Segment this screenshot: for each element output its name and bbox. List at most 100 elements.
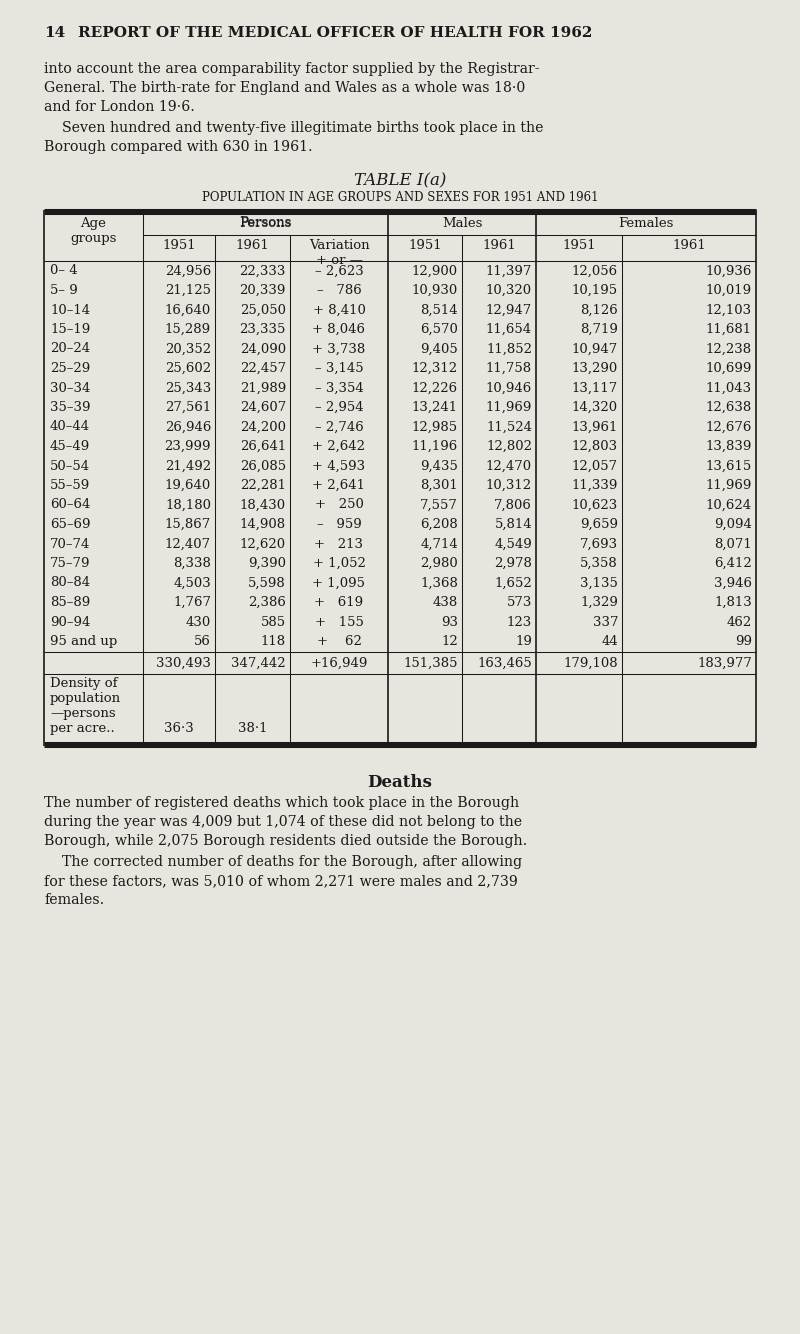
Text: 12,900: 12,900: [412, 264, 458, 277]
Text: 8,514: 8,514: [420, 304, 458, 316]
Text: 12,056: 12,056: [572, 264, 618, 277]
Text: 3,946: 3,946: [714, 576, 752, 590]
Text: 10,946: 10,946: [486, 382, 532, 395]
Text: The corrected number of deaths for the Borough, after allowing: The corrected number of deaths for the B…: [44, 855, 522, 868]
Text: 25,343: 25,343: [165, 382, 211, 395]
Text: 65–69: 65–69: [50, 518, 90, 531]
Text: 8,301: 8,301: [420, 479, 458, 492]
Text: 5,814: 5,814: [494, 518, 532, 531]
Text: 30–34: 30–34: [50, 382, 90, 395]
Text: –   959: – 959: [317, 518, 362, 531]
Text: 4,549: 4,549: [494, 538, 532, 551]
Text: Density of: Density of: [50, 676, 118, 690]
Text: 85–89: 85–89: [50, 596, 90, 610]
Text: 10,195: 10,195: [572, 284, 618, 297]
Text: – 2,954: – 2,954: [314, 402, 363, 414]
Text: – 3,145: – 3,145: [314, 362, 363, 375]
Text: 20–24: 20–24: [50, 343, 90, 355]
Text: + 4,593: + 4,593: [313, 459, 366, 472]
Text: 24,200: 24,200: [240, 420, 286, 434]
Text: 8,126: 8,126: [580, 304, 618, 316]
Text: 10,930: 10,930: [412, 284, 458, 297]
Text: 11,852: 11,852: [486, 343, 532, 355]
Text: Deaths: Deaths: [367, 774, 433, 791]
Text: 8,338: 8,338: [173, 558, 211, 570]
Text: population: population: [50, 692, 121, 704]
Text: The number of registered deaths which took place in the Borough: The number of registered deaths which to…: [44, 796, 519, 810]
Text: 24,956: 24,956: [165, 264, 211, 277]
Text: 438: 438: [433, 596, 458, 610]
Text: + 8,046: + 8,046: [313, 323, 366, 336]
Text: 1951: 1951: [162, 239, 196, 252]
Text: 12,226: 12,226: [412, 382, 458, 395]
Text: 90–94: 90–94: [50, 615, 90, 628]
Text: 12,057: 12,057: [572, 459, 618, 472]
Text: 1,767: 1,767: [173, 596, 211, 610]
Text: 11,969: 11,969: [706, 479, 752, 492]
Text: 4,503: 4,503: [174, 576, 211, 590]
Text: 13,241: 13,241: [412, 402, 458, 414]
Text: + 3,738: + 3,738: [312, 343, 366, 355]
Text: 14,320: 14,320: [572, 402, 618, 414]
Text: 10,019: 10,019: [706, 284, 752, 297]
Text: 5,598: 5,598: [248, 576, 286, 590]
Text: 1961: 1961: [236, 239, 270, 252]
Text: Persons: Persons: [239, 216, 292, 229]
Text: 22,457: 22,457: [240, 362, 286, 375]
Text: 24,607: 24,607: [240, 402, 286, 414]
Text: 18,180: 18,180: [165, 499, 211, 511]
Text: 1951: 1951: [408, 239, 442, 252]
Text: 11,339: 11,339: [572, 479, 618, 492]
Text: and for London 19·6.: and for London 19·6.: [44, 100, 195, 113]
Text: 25,602: 25,602: [165, 362, 211, 375]
Text: 36·3: 36·3: [164, 722, 194, 735]
Text: 13,961: 13,961: [572, 420, 618, 434]
Text: 26,085: 26,085: [240, 459, 286, 472]
Text: 16,640: 16,640: [165, 304, 211, 316]
Text: 35–39: 35–39: [50, 402, 90, 414]
Text: 60–64: 60–64: [50, 499, 90, 511]
Text: 13,290: 13,290: [572, 362, 618, 375]
Text: 10,312: 10,312: [486, 479, 532, 492]
Text: 430: 430: [186, 615, 211, 628]
Text: TABLE I(a): TABLE I(a): [354, 172, 446, 189]
Text: 7,806: 7,806: [494, 499, 532, 511]
Text: 45–49: 45–49: [50, 440, 90, 454]
Text: 0– 4: 0– 4: [50, 264, 78, 277]
Text: 10,320: 10,320: [486, 284, 532, 297]
Text: 12,676: 12,676: [706, 420, 752, 434]
Text: 80–84: 80–84: [50, 576, 90, 590]
Text: 1,813: 1,813: [714, 596, 752, 610]
Text: 1961: 1961: [672, 239, 706, 252]
Text: 11,043: 11,043: [706, 382, 752, 395]
Text: – 3,354: – 3,354: [314, 382, 363, 395]
Text: 20,352: 20,352: [165, 343, 211, 355]
Text: 2,386: 2,386: [248, 596, 286, 610]
Text: 56: 56: [194, 635, 211, 648]
Text: Males: Males: [442, 217, 482, 229]
Text: 12,638: 12,638: [706, 402, 752, 414]
Text: Borough compared with 630 in 1961.: Borough compared with 630 in 1961.: [44, 140, 313, 153]
Text: 6,570: 6,570: [420, 323, 458, 336]
Text: 21,989: 21,989: [240, 382, 286, 395]
Text: 75–79: 75–79: [50, 558, 90, 570]
Text: 9,405: 9,405: [420, 343, 458, 355]
Text: 27,561: 27,561: [165, 402, 211, 414]
Text: 9,435: 9,435: [420, 459, 458, 472]
Text: 1961: 1961: [482, 239, 516, 252]
Text: 11,397: 11,397: [486, 264, 532, 277]
Text: 337: 337: [593, 615, 618, 628]
Text: – 2,623: – 2,623: [314, 264, 363, 277]
Text: 44: 44: [602, 635, 618, 648]
Text: General. The birth-rate for England and Wales as a whole was 18·0: General. The birth-rate for England and …: [44, 81, 526, 95]
Text: 8,071: 8,071: [714, 538, 752, 551]
Text: 23,999: 23,999: [165, 440, 211, 454]
Text: 330,493: 330,493: [156, 658, 211, 670]
Text: + 2,641: + 2,641: [313, 479, 366, 492]
Text: 2,980: 2,980: [420, 558, 458, 570]
Text: 10,624: 10,624: [706, 499, 752, 511]
Text: 12,103: 12,103: [706, 304, 752, 316]
Text: 179,108: 179,108: [563, 658, 618, 670]
Text: 11,969: 11,969: [486, 402, 532, 414]
Text: 21,492: 21,492: [165, 459, 211, 472]
